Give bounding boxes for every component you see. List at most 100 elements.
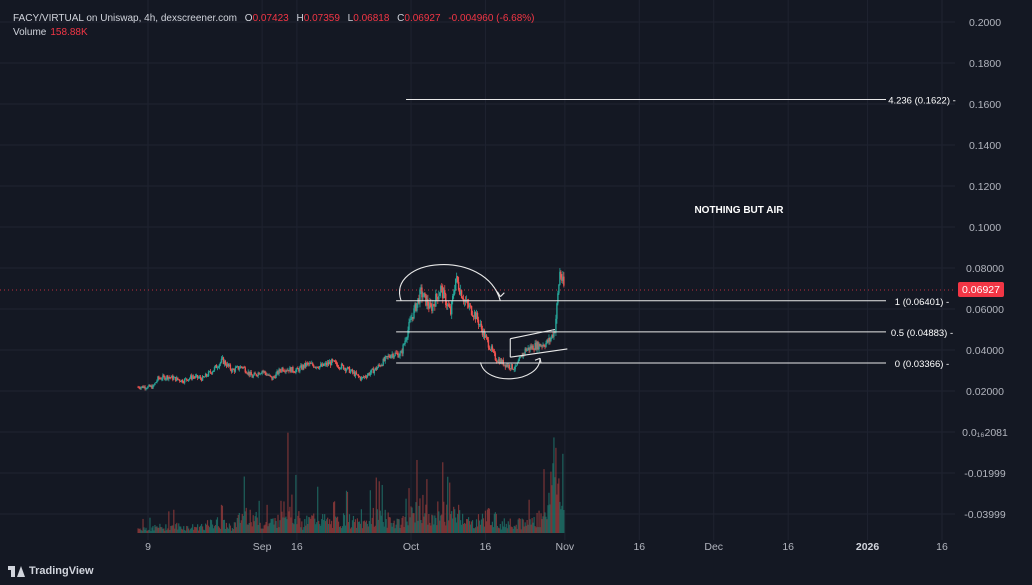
candle-body bbox=[540, 345, 542, 347]
candle-body bbox=[438, 295, 440, 300]
candle-body bbox=[220, 358, 223, 363]
volume-bar bbox=[427, 524, 429, 533]
volume-bar bbox=[496, 525, 498, 533]
volume-bar bbox=[380, 515, 382, 533]
candle-body bbox=[164, 376, 166, 380]
volume-bar bbox=[263, 525, 265, 533]
volume-bar bbox=[282, 517, 284, 533]
volume-bar bbox=[476, 526, 479, 533]
candle-body bbox=[153, 384, 155, 386]
volume-bar bbox=[296, 524, 298, 533]
candle-body bbox=[379, 365, 381, 367]
candle-body bbox=[260, 373, 262, 375]
volume-bar bbox=[258, 500, 260, 533]
volume-bar bbox=[407, 525, 409, 533]
candle-body bbox=[387, 355, 389, 357]
candle-body bbox=[448, 304, 450, 307]
volume-bar bbox=[534, 526, 536, 533]
volume-bar bbox=[221, 505, 224, 533]
volume-bar bbox=[147, 530, 149, 533]
volume-bar bbox=[446, 504, 448, 533]
candle-body bbox=[286, 370, 288, 372]
y-tick-label: 0.0₁₆2081 bbox=[962, 427, 1008, 439]
volume-bar bbox=[448, 520, 450, 533]
candle-body bbox=[306, 362, 308, 367]
volume-bar bbox=[398, 519, 400, 533]
volume-bar bbox=[509, 518, 511, 533]
volume-bar bbox=[535, 527, 537, 533]
candle-body bbox=[560, 271, 562, 278]
volume-bar bbox=[393, 520, 395, 533]
candle-body bbox=[236, 366, 239, 368]
candle-body bbox=[216, 367, 219, 369]
candle-body bbox=[228, 364, 231, 366]
volume-bar bbox=[428, 513, 430, 533]
volume-bar bbox=[376, 509, 378, 533]
volume-bar bbox=[205, 524, 208, 533]
candle-body bbox=[536, 342, 538, 350]
candle-body bbox=[556, 303, 558, 319]
volume-bar bbox=[211, 524, 214, 533]
y-tick-label: 0.04000 bbox=[966, 345, 1004, 357]
candle-body bbox=[244, 367, 246, 373]
candle-body bbox=[295, 370, 297, 373]
volume-bar bbox=[432, 515, 434, 533]
candle-body bbox=[337, 367, 340, 369]
volume-bar bbox=[498, 528, 500, 533]
candle-body bbox=[526, 349, 528, 352]
candle-body bbox=[138, 386, 140, 388]
volume-bar bbox=[232, 529, 234, 533]
volume-bar bbox=[191, 527, 193, 533]
candle-body bbox=[475, 312, 478, 320]
tradingview-logo[interactable]: TradingView bbox=[8, 565, 94, 577]
candle-body bbox=[155, 382, 157, 384]
candle-body bbox=[541, 345, 543, 347]
candle-body bbox=[393, 355, 395, 358]
volume-bar bbox=[272, 518, 274, 533]
volume-bar bbox=[345, 490, 348, 533]
volume-bar bbox=[230, 530, 232, 533]
volume-bar bbox=[375, 477, 377, 533]
candle-body bbox=[405, 339, 407, 341]
volume-bar bbox=[453, 506, 455, 533]
chart-grid bbox=[0, 0, 955, 540]
candle-body bbox=[485, 335, 488, 338]
candle-body bbox=[187, 379, 189, 381]
volume-bar bbox=[161, 527, 163, 533]
volume-bar bbox=[192, 524, 194, 533]
volume-bar bbox=[285, 516, 287, 533]
candle-body bbox=[395, 353, 397, 354]
volume-bar bbox=[157, 527, 159, 533]
volume-bar bbox=[294, 518, 296, 533]
volume-bar bbox=[254, 516, 256, 533]
volume-bar bbox=[259, 522, 261, 533]
volume-bar bbox=[255, 511, 257, 533]
candle-body bbox=[447, 304, 449, 307]
candle-body bbox=[398, 355, 400, 358]
candle-body bbox=[474, 312, 477, 320]
volume-bar bbox=[359, 523, 361, 533]
volume-bar bbox=[465, 523, 467, 533]
candle-body bbox=[192, 376, 195, 378]
volume-bar bbox=[429, 522, 431, 533]
volume-bar bbox=[542, 516, 544, 533]
volume-bar bbox=[176, 522, 178, 533]
volume-bar bbox=[365, 520, 367, 533]
volume-bar bbox=[220, 504, 223, 533]
candle-body bbox=[478, 324, 481, 326]
volume-bar bbox=[516, 528, 518, 533]
volume-bar bbox=[312, 515, 314, 533]
y-tick-label: 0.02000 bbox=[966, 386, 1004, 398]
candle-body bbox=[527, 347, 529, 350]
candle-body bbox=[506, 364, 508, 367]
candle-body bbox=[168, 377, 170, 380]
volume-bar bbox=[247, 524, 249, 533]
volume-bar bbox=[451, 511, 453, 533]
volume-bar bbox=[539, 527, 541, 533]
volume-bar bbox=[353, 522, 356, 533]
volume-bar bbox=[177, 529, 179, 533]
candle-body bbox=[503, 364, 506, 366]
candle-body bbox=[310, 363, 312, 365]
candle-body bbox=[381, 365, 383, 366]
